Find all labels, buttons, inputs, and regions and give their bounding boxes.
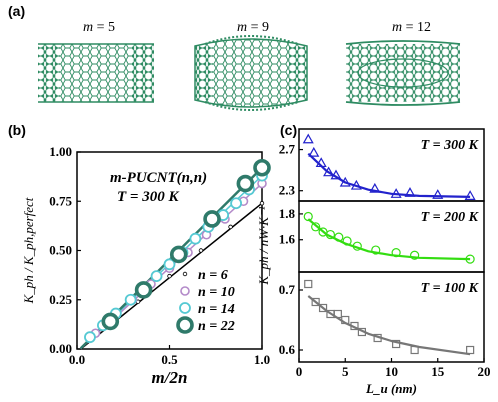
legend-marker-b bbox=[180, 286, 190, 296]
annotation-b: T = 300 K bbox=[117, 189, 179, 205]
data-point-b bbox=[84, 331, 96, 344]
data-point-c bbox=[342, 236, 352, 246]
legend-label-b: n = 6 bbox=[198, 268, 228, 283]
x-tick-label-c: 0 bbox=[296, 364, 303, 379]
data-point-b bbox=[189, 232, 202, 245]
data-point-b bbox=[167, 273, 172, 279]
nanotube-m9 bbox=[194, 35, 308, 111]
data-point-b bbox=[236, 174, 255, 193]
data-point-b bbox=[203, 210, 221, 228]
y-tick-label-b: 0.75 bbox=[49, 193, 72, 208]
data-point-b bbox=[228, 224, 233, 230]
data-point-c bbox=[369, 182, 381, 193]
x-tick-label-b: 0.0 bbox=[69, 352, 85, 367]
chart-title-b: m-PUCNT(n,n) bbox=[110, 170, 207, 186]
x-tick-label-b: 0.5 bbox=[161, 352, 178, 367]
data-point-c bbox=[315, 157, 327, 168]
structure-label-3: m = 12 bbox=[392, 20, 432, 35]
data-point-c bbox=[330, 169, 342, 180]
x-tick-label-c: 10 bbox=[385, 364, 398, 379]
legend-marker-b bbox=[179, 302, 191, 314]
x-axis-label-c: L_u (nm) bbox=[365, 381, 417, 396]
legend-marker-b bbox=[176, 316, 194, 334]
data-point-c bbox=[352, 241, 362, 251]
data-point-b bbox=[101, 312, 120, 331]
y-tick-label-c: 0.7 bbox=[279, 282, 296, 297]
x-tick-label-b: 1.0 bbox=[254, 352, 270, 367]
data-point-c bbox=[350, 179, 362, 190]
x-tick-label-c: 20 bbox=[478, 364, 491, 379]
nanotube-structures bbox=[38, 35, 461, 111]
y-tick-label-b: 0.50 bbox=[49, 243, 72, 258]
data-point-c bbox=[390, 188, 402, 198]
panel-label-a: (a) bbox=[8, 3, 26, 19]
structure-label-1: m = 5 bbox=[83, 20, 116, 35]
data-point-c bbox=[391, 248, 401, 258]
data-point-c bbox=[432, 189, 444, 199]
data-point-c bbox=[410, 250, 420, 260]
data-point-c bbox=[302, 133, 314, 144]
data-point-b bbox=[163, 258, 176, 271]
y-axis-label-b: K_ph / K_ph,perfect bbox=[21, 197, 36, 304]
structure-label-2: m = 9 bbox=[237, 20, 270, 35]
legend-marker-b bbox=[182, 271, 188, 277]
data-point-c bbox=[334, 232, 344, 242]
data-point-c bbox=[311, 297, 320, 307]
x-axis-label-b: m/2n bbox=[152, 368, 188, 387]
data-point-c bbox=[371, 245, 381, 255]
panel-label-c: (c) bbox=[280, 122, 298, 138]
data-point-c bbox=[466, 345, 475, 355]
y-tick-label-b: 0.25 bbox=[49, 292, 72, 307]
y-tick-label-b: 1.00 bbox=[49, 144, 72, 159]
data-point-c bbox=[392, 339, 401, 349]
data-point-b bbox=[150, 270, 163, 283]
data-point-b bbox=[124, 293, 137, 306]
data-point-b bbox=[259, 201, 265, 206]
data-point-b bbox=[253, 158, 271, 177]
data-point-c bbox=[350, 321, 359, 331]
data-point-c bbox=[465, 254, 475, 264]
data-point-c bbox=[404, 187, 416, 197]
data-point-c bbox=[323, 166, 335, 177]
data-point-c bbox=[339, 176, 351, 187]
legend-label-b: n = 10 bbox=[198, 285, 235, 300]
data-point-c bbox=[308, 146, 320, 157]
legend-label-b: n = 22 bbox=[198, 319, 235, 334]
data-point-c bbox=[318, 303, 328, 313]
data-point-c bbox=[373, 333, 382, 343]
y-tick-label-c: 1.6 bbox=[279, 232, 296, 247]
y-tick-label-c: 1.8 bbox=[279, 206, 296, 221]
nanotube-m5 bbox=[38, 43, 154, 103]
data-point-c bbox=[410, 345, 419, 355]
data-point-c bbox=[333, 309, 342, 319]
panel-label-b: (b) bbox=[8, 122, 26, 138]
data-point-b bbox=[134, 281, 153, 299]
y-tick-label-c: 2.7 bbox=[279, 142, 296, 157]
x-tick-label-c: 15 bbox=[431, 364, 445, 379]
data-point-c bbox=[303, 211, 313, 222]
panel-temp-label: T = 200 K bbox=[421, 210, 480, 225]
fit-curve-c bbox=[307, 295, 471, 356]
data-point-c bbox=[304, 279, 313, 289]
y-tick-label-b: 0.00 bbox=[49, 341, 72, 356]
panel-temp-label: T = 300 K bbox=[421, 138, 480, 153]
data-point-c bbox=[311, 222, 321, 232]
data-point-c bbox=[464, 190, 476, 200]
y-tick-label-c: 2.3 bbox=[279, 183, 296, 198]
data-point-b bbox=[230, 197, 243, 210]
data-point-c bbox=[357, 327, 366, 337]
y-axis-label-c: K_ph / nW·K⁻¹ bbox=[256, 206, 271, 285]
panel-temp-label: T = 100 K bbox=[421, 281, 480, 296]
x-tick-label-c: 5 bbox=[342, 364, 349, 379]
data-point-c bbox=[325, 229, 336, 240]
nanotube-m12 bbox=[345, 40, 461, 106]
fit-curve-c bbox=[307, 218, 471, 261]
data-point-b bbox=[169, 245, 188, 264]
data-point-c bbox=[341, 315, 350, 325]
data-point-b bbox=[198, 248, 204, 253]
legend-label-b: n = 14 bbox=[198, 302, 235, 317]
y-tick-label-c: 0.6 bbox=[279, 342, 296, 357]
